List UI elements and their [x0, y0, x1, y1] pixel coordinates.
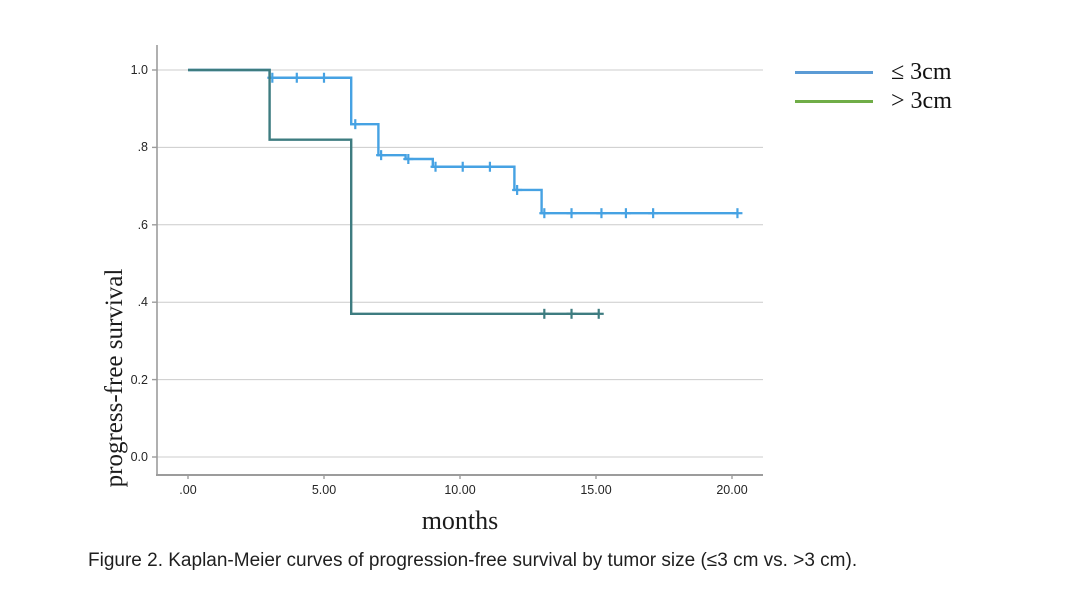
y-tick-label: 0.2	[130, 372, 148, 387]
x-tick-label: 5.00	[311, 483, 337, 497]
x-tick-label: .00	[179, 483, 197, 497]
y-tick-label: 1.0	[130, 63, 148, 77]
legend-label-le-3cm: ≤ 3cm	[891, 59, 952, 85]
legend-entry-gt-3cm: > 3cm	[795, 87, 952, 116]
legend-entry-le-3cm: ≤ 3cm	[795, 58, 952, 87]
figure-caption: Figure 2. Kaplan-Meier curves of progres…	[88, 550, 858, 571]
y-tick-label: .8	[137, 140, 148, 155]
x-axis-title: months	[421, 506, 499, 535]
legend-swatch-gt-3cm-icon	[795, 100, 873, 103]
x-tick-label: 10.00	[444, 483, 476, 497]
km-plot-canvas	[152, 45, 763, 479]
legend-swatch-le-3cm-icon	[795, 71, 873, 74]
legend-label-gt-3cm: > 3cm	[891, 88, 952, 114]
survival-curve-0	[188, 68, 738, 215]
survival-curve-1	[188, 68, 599, 316]
y-tick-label: .6	[137, 217, 148, 232]
y-tick-label: .4	[137, 295, 148, 310]
y-tick-label: 0.0	[130, 450, 148, 464]
x-tick-label: 20.00	[716, 483, 748, 497]
legend: ≤ 3cm > 3cm	[795, 58, 952, 116]
x-tick-label: 15.00	[580, 483, 612, 497]
